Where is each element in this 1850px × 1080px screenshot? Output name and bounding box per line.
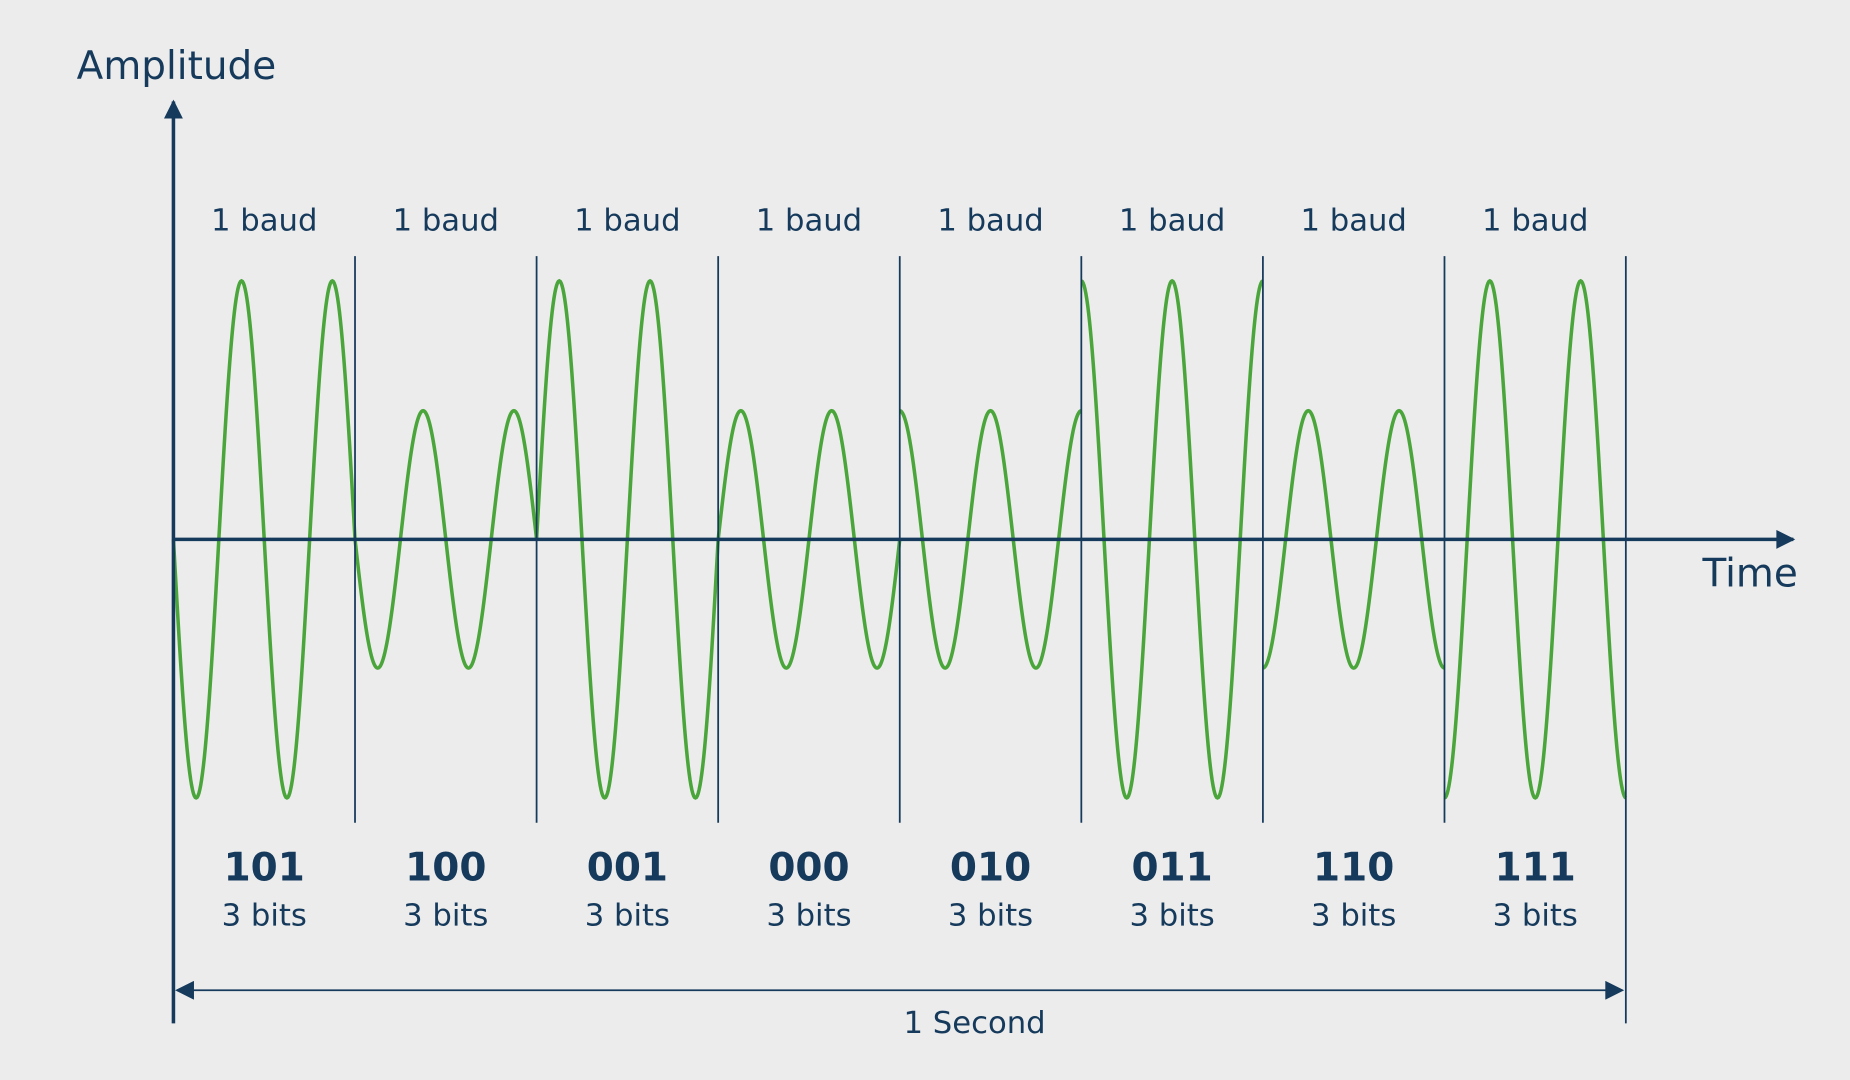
baud-label: 1 baud (937, 203, 1043, 238)
bits-label: 001 (587, 845, 668, 890)
baud-label: 1 baud (393, 203, 499, 238)
bits-label: 111 (1495, 845, 1576, 890)
bits-label: 011 (1131, 845, 1212, 890)
bit-count-label: 3 bits (948, 899, 1033, 934)
bits-label: 101 (224, 845, 305, 890)
carrier-wave (1443, 278, 1627, 800)
baud-label: 1 baud (574, 203, 680, 238)
carrier-wave (1262, 408, 1445, 670)
bit-count-label: 3 bits (1311, 899, 1396, 934)
bits-label: 110 (1313, 845, 1394, 890)
bits-label: 000 (768, 845, 849, 890)
bit-count-label: 3 bits (766, 899, 851, 934)
y-axis-label: Amplitude (77, 44, 277, 89)
baud-label: 1 baud (211, 203, 317, 238)
bit-count-label: 3 bits (1493, 899, 1578, 934)
bits-label: 100 (405, 845, 486, 890)
carrier-wave (1080, 278, 1264, 800)
duration-label: 1 Second (903, 1006, 1045, 1041)
x-axis-label: Time (1702, 551, 1798, 596)
bit-count-label: 3 bits (585, 899, 670, 934)
bit-count-label: 3 bits (403, 899, 488, 934)
baud-label: 1 baud (1482, 203, 1588, 238)
carrier-wave (899, 408, 1082, 670)
baud-label: 1 baud (1300, 203, 1406, 238)
bits-label: 010 (950, 845, 1031, 890)
baud-label: 1 baud (756, 203, 862, 238)
bit-count-label: 3 bits (222, 899, 307, 934)
bit-count-label: 3 bits (1129, 899, 1214, 934)
baud-label: 1 baud (1119, 203, 1225, 238)
